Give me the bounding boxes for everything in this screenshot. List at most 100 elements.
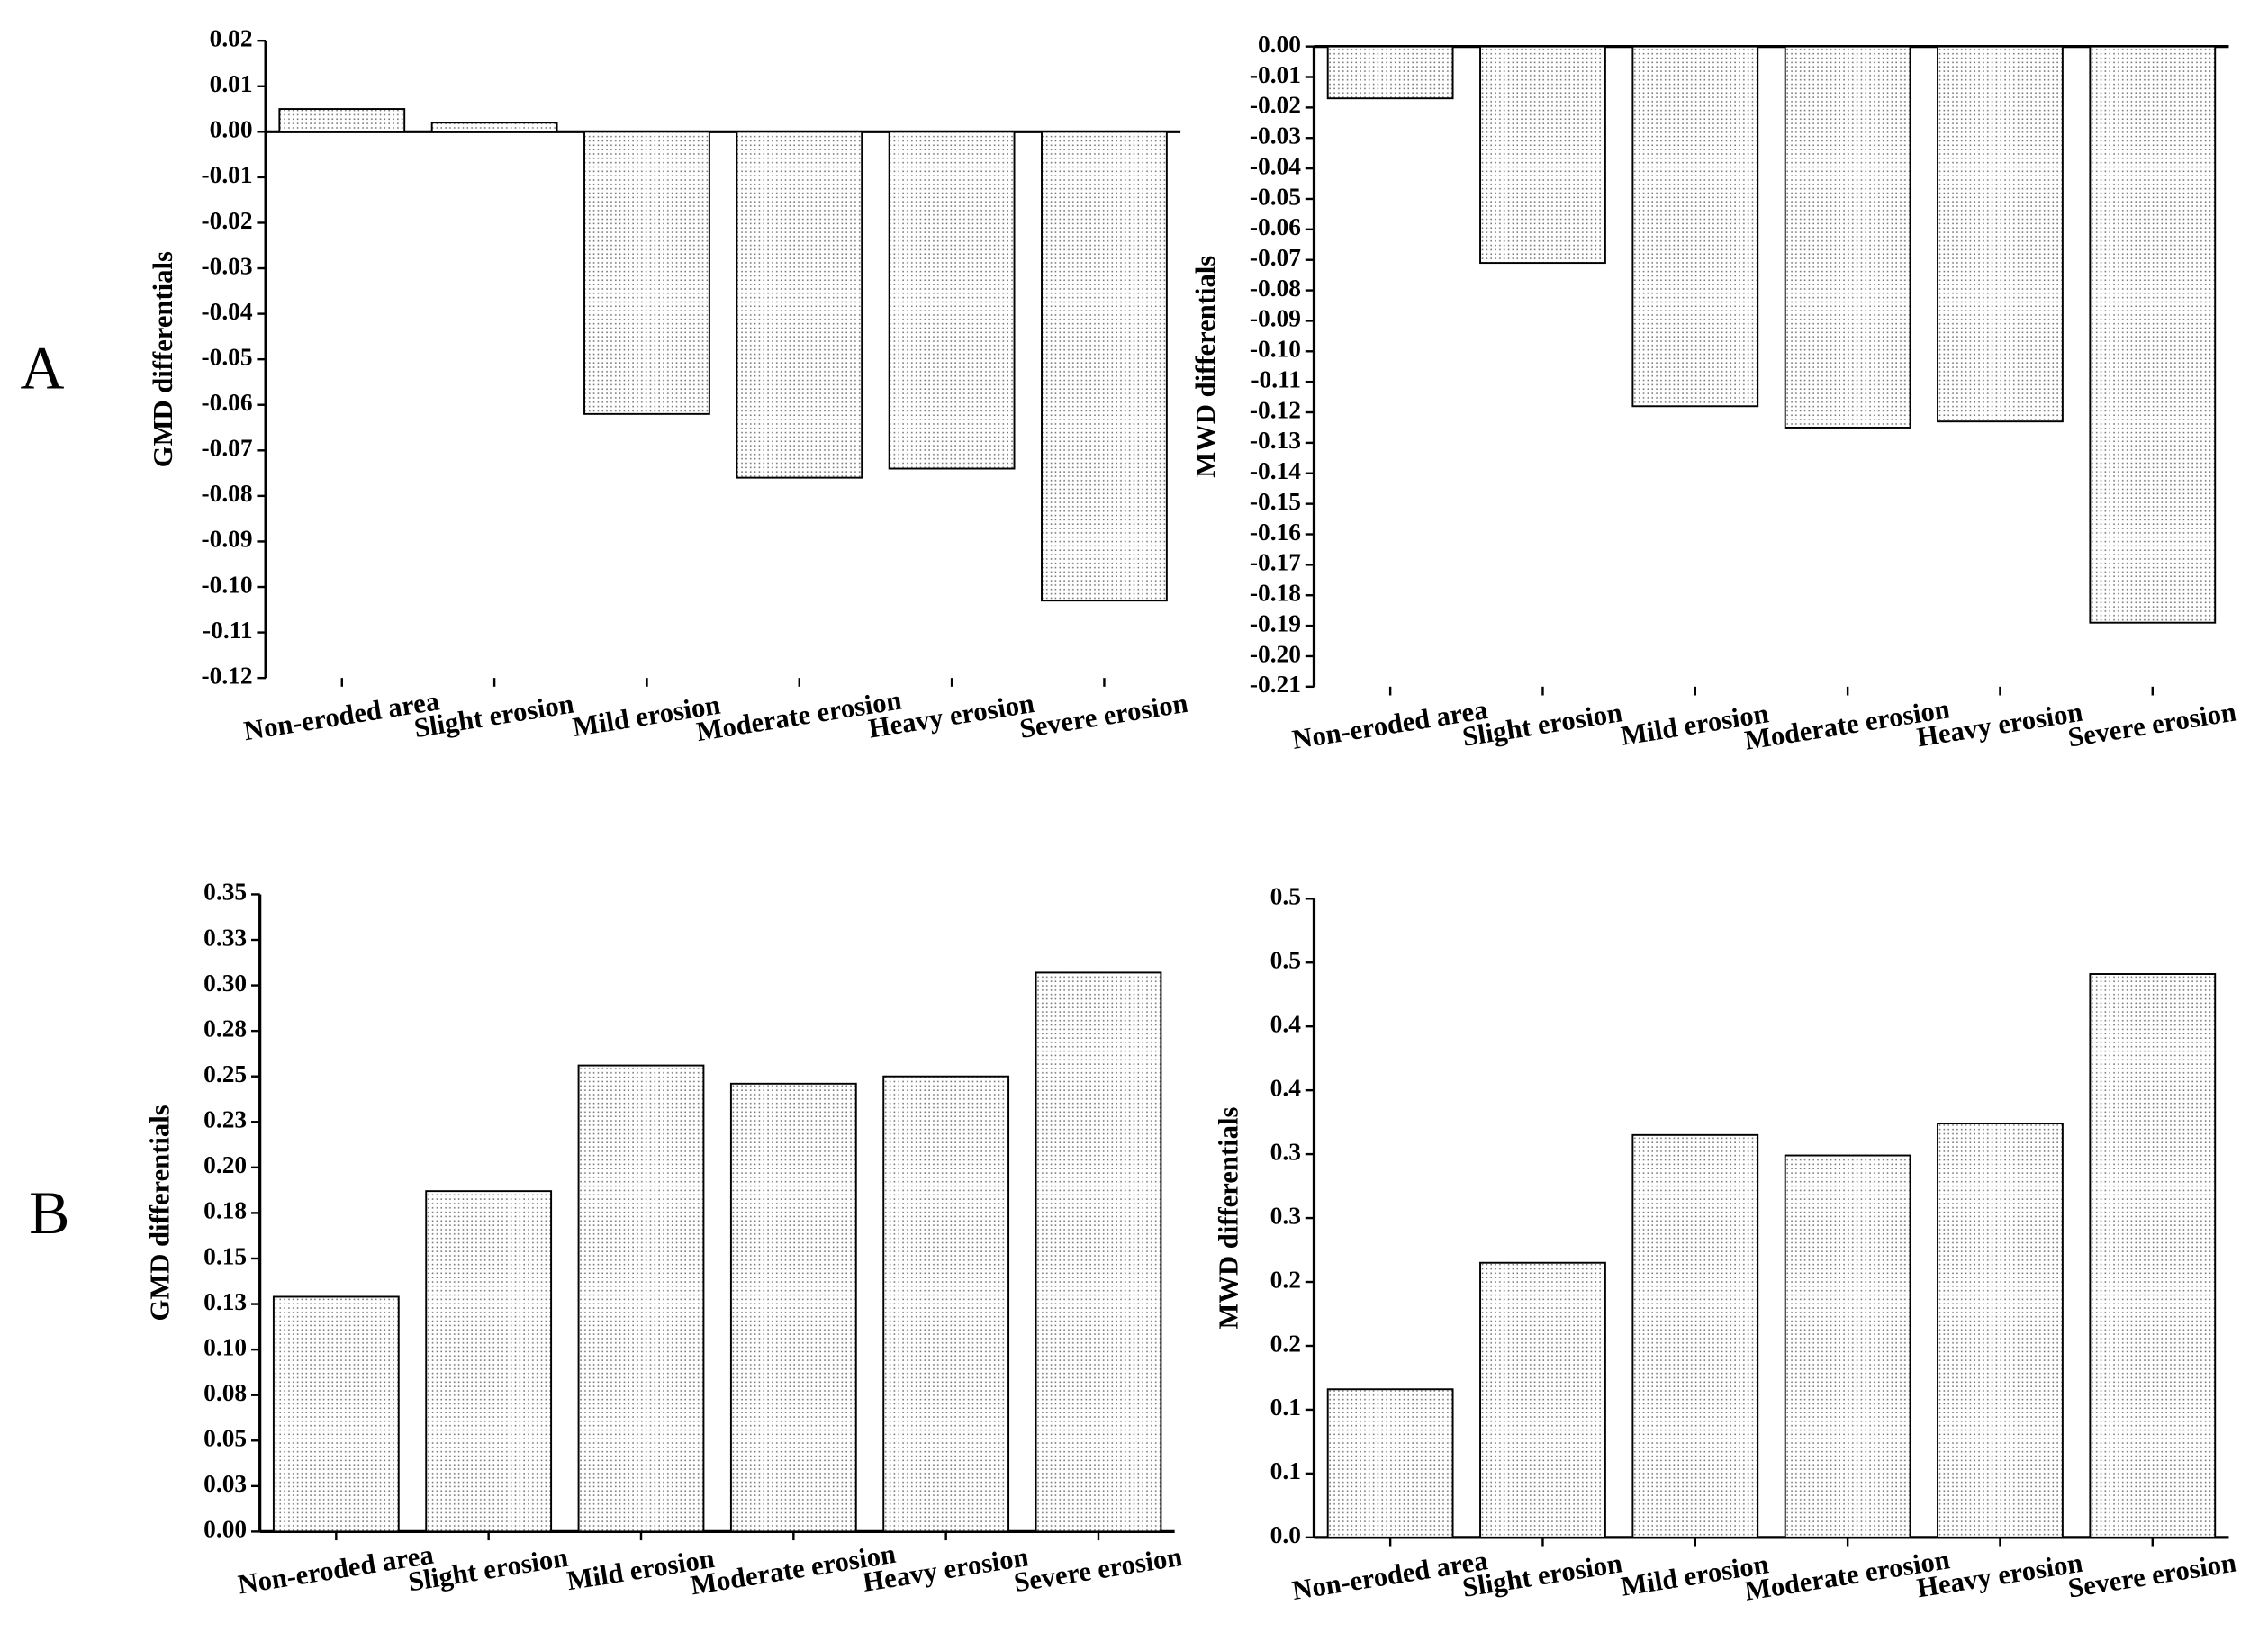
y-tick-label: -0.10 bbox=[1250, 336, 1301, 363]
y-tick-label: 0.00 bbox=[1258, 31, 1301, 58]
y-tick-label: 0.35 bbox=[203, 879, 247, 906]
y-tick-label: -0.03 bbox=[202, 252, 253, 279]
y-tick-label: -0.11 bbox=[1251, 365, 1301, 392]
bar bbox=[1479, 1261, 1606, 1538]
y-tick-label: 0.3 bbox=[1270, 1202, 1301, 1229]
y-tick-label: 0.20 bbox=[203, 1151, 247, 1178]
y-tick-label: 0.5 bbox=[1270, 883, 1301, 910]
y-tick-label: -0.19 bbox=[1250, 609, 1301, 636]
y-tick-label: 0.08 bbox=[203, 1379, 247, 1406]
bar bbox=[736, 131, 863, 479]
bar bbox=[1326, 45, 1454, 100]
y-tick-label: 0.1 bbox=[1270, 1457, 1301, 1484]
y-tick-label: 0.4 bbox=[1270, 1074, 1302, 1101]
y-tick-label: -0.04 bbox=[1250, 152, 1301, 179]
y-tick-label: 0.4 bbox=[1270, 1010, 1302, 1037]
y-tick-label: -0.17 bbox=[1250, 549, 1301, 576]
y-tick-label: -0.07 bbox=[1250, 244, 1301, 271]
y-tick-label: -0.01 bbox=[202, 161, 253, 188]
bar bbox=[577, 1064, 705, 1533]
y-tick-label: 0.00 bbox=[210, 116, 253, 143]
y-tick-label: 0.2 bbox=[1270, 1330, 1301, 1357]
y-tick-label: 0.0 bbox=[1270, 1521, 1301, 1548]
bar bbox=[2089, 45, 2217, 624]
x-tick-label: Severe erosion bbox=[2066, 1547, 2239, 1604]
bar bbox=[1937, 45, 2064, 423]
y-tick-label: -0.13 bbox=[1250, 427, 1301, 454]
bar bbox=[882, 1075, 1010, 1533]
y-tick-label: -0.07 bbox=[202, 435, 253, 462]
y-tick-label: 0.01 bbox=[210, 70, 253, 97]
y-tick-label: -0.18 bbox=[1250, 580, 1301, 607]
y-tick-label: 0.00 bbox=[203, 1516, 247, 1543]
y-axis-title: GMD differentials bbox=[145, 1105, 176, 1321]
y-tick-label: 0.02 bbox=[210, 24, 253, 51]
y-tick-label: 0.28 bbox=[203, 1015, 247, 1042]
y-tick-label: -0.15 bbox=[1250, 488, 1301, 515]
bar bbox=[729, 1082, 857, 1533]
y-axis-title: MWD differentials bbox=[1190, 256, 1221, 478]
y-tick-label: 0.5 bbox=[1270, 947, 1301, 974]
bar bbox=[888, 131, 1016, 470]
y-tick-label: 0.25 bbox=[203, 1060, 247, 1087]
bar bbox=[1035, 971, 1162, 1533]
panel-label: A bbox=[21, 335, 65, 402]
x-tick-label: Severe erosion bbox=[1012, 1541, 1185, 1598]
y-tick-label: 0.13 bbox=[203, 1288, 247, 1315]
bar bbox=[2089, 973, 2217, 1538]
y-tick-label: -0.14 bbox=[1250, 457, 1301, 484]
bar bbox=[1041, 131, 1168, 602]
y-tick-label: -0.21 bbox=[1250, 671, 1301, 698]
y-tick-label: 0.1 bbox=[1270, 1394, 1301, 1421]
x-tick-label: Non-eroded area bbox=[1290, 1545, 1490, 1606]
panel-label: B bbox=[29, 1179, 69, 1247]
y-tick-label: 0.05 bbox=[203, 1425, 247, 1452]
bar bbox=[272, 1295, 400, 1533]
x-tick-label: Non-eroded area bbox=[241, 685, 441, 746]
y-tick-label: -0.08 bbox=[1250, 275, 1301, 302]
y-tick-label: 0.30 bbox=[203, 970, 247, 997]
x-tick-label: Severe erosion bbox=[1017, 688, 1190, 744]
y-tick-label: -0.03 bbox=[1250, 122, 1301, 149]
y-tick-label: -0.01 bbox=[1250, 61, 1301, 88]
y-tick-label: -0.09 bbox=[1250, 305, 1301, 332]
y-tick-label: 0.23 bbox=[203, 1106, 247, 1133]
y-tick-label: 0.03 bbox=[203, 1470, 247, 1497]
bar bbox=[1479, 45, 1606, 265]
y-tick-label: -0.05 bbox=[202, 343, 253, 370]
y-tick-label: -0.11 bbox=[203, 617, 253, 644]
y-tick-label: -0.06 bbox=[202, 389, 253, 416]
y-tick-label: -0.02 bbox=[1250, 92, 1301, 119]
y-tick-label: 0.3 bbox=[1270, 1138, 1301, 1165]
y-tick-label: 0.18 bbox=[203, 1197, 247, 1224]
bar bbox=[1326, 1388, 1454, 1538]
y-tick-label: -0.10 bbox=[202, 571, 253, 598]
y-tick-label: -0.16 bbox=[1250, 519, 1301, 546]
x-tick-label: Non-eroded area bbox=[236, 1539, 436, 1601]
y-tick-label: -0.12 bbox=[202, 662, 253, 689]
bar bbox=[1784, 45, 1911, 429]
y-tick-label: -0.02 bbox=[202, 207, 253, 234]
y-tick-label: 0.10 bbox=[203, 1333, 247, 1360]
bar bbox=[1631, 45, 1759, 408]
bar bbox=[583, 131, 710, 415]
bar bbox=[430, 122, 558, 133]
y-axis-title: GMD differentials bbox=[148, 251, 178, 467]
y-tick-label: -0.08 bbox=[202, 480, 253, 507]
bar bbox=[1784, 1154, 1911, 1538]
y-axis-title: MWD differentials bbox=[1214, 1107, 1244, 1330]
y-tick-label: -0.06 bbox=[1250, 213, 1301, 240]
x-tick-label: Non-eroded area bbox=[1290, 694, 1490, 755]
y-tick-label: -0.09 bbox=[202, 526, 253, 553]
bar bbox=[1631, 1133, 1759, 1538]
y-tick-label: 0.33 bbox=[203, 924, 247, 951]
x-tick-label: Severe erosion bbox=[2066, 697, 2239, 753]
y-tick-label: -0.04 bbox=[202, 298, 253, 325]
y-tick-label: -0.05 bbox=[1250, 183, 1301, 210]
y-tick-label: -0.20 bbox=[1250, 640, 1301, 667]
bar bbox=[425, 1190, 553, 1533]
y-tick-label: -0.12 bbox=[1250, 396, 1301, 423]
y-tick-label: 0.2 bbox=[1270, 1266, 1301, 1293]
